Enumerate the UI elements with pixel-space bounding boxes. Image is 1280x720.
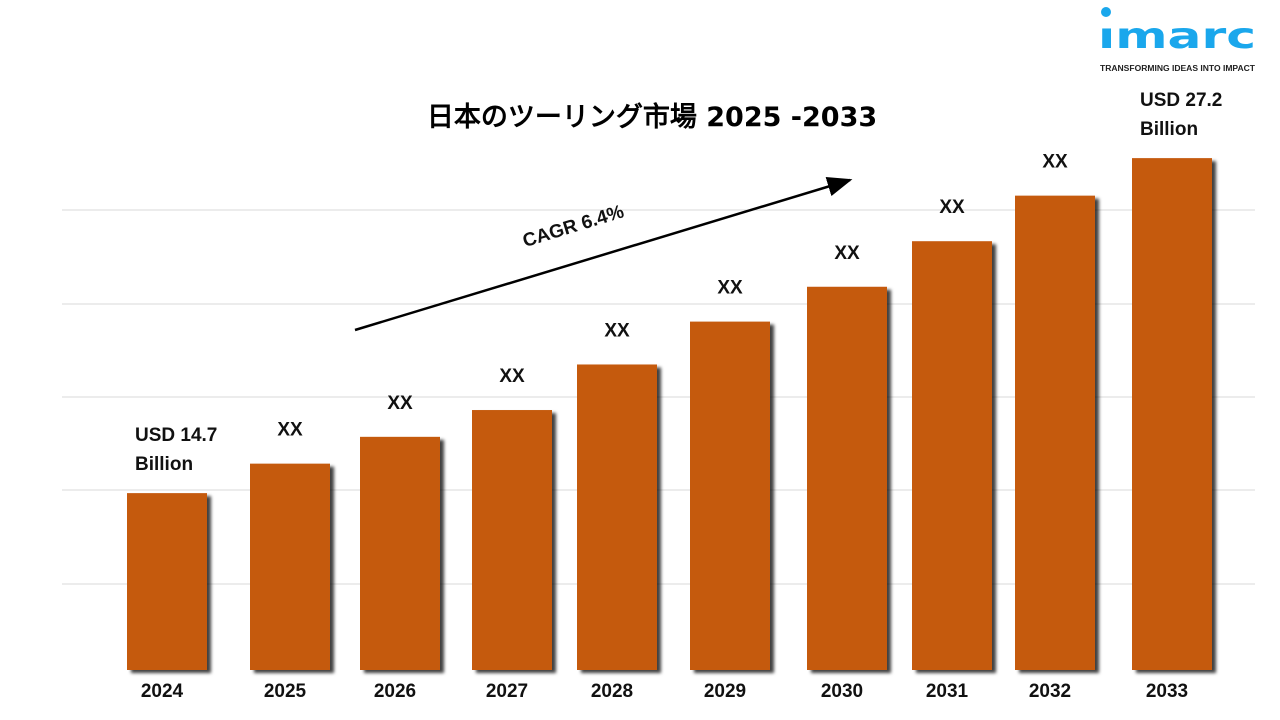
bar-2029 — [690, 321, 770, 670]
x-tick-label: 2027 — [486, 681, 528, 702]
x-tick-label: 2025 — [264, 681, 307, 702]
data-label: XX — [939, 197, 965, 218]
bar-2028 — [577, 364, 657, 670]
x-tick-label: 2033 — [1146, 681, 1188, 702]
data-label: Billion — [1140, 119, 1198, 140]
x-tick-label: 2028 — [591, 681, 633, 702]
data-label: XX — [277, 420, 303, 441]
x-tick-label: 2026 — [374, 681, 416, 702]
bar-2033 — [1132, 158, 1212, 670]
data-label: XX — [717, 278, 743, 299]
data-label: USD 27.2 — [1140, 90, 1222, 111]
cagr-annotation: CAGR 6.4% — [520, 201, 626, 252]
x-tick-label: 2032 — [1029, 681, 1071, 702]
data-label: XX — [499, 366, 525, 387]
bar-2031 — [912, 241, 992, 670]
bar-2032 — [1015, 195, 1095, 670]
imarc-logo: ımarc TRANSFORMING IDEAS INTO IMPACT — [1098, 7, 1256, 73]
bar-2025 — [250, 463, 330, 670]
bar-2027 — [472, 410, 552, 670]
logo-tagline: TRANSFORMING IDEAS INTO IMPACT — [1100, 64, 1255, 73]
bar-2024 — [127, 493, 207, 670]
svg-text:ımarc: ımarc — [1098, 16, 1256, 57]
x-tick-label: 2024 — [141, 681, 184, 702]
x-tick-label: 2031 — [926, 681, 969, 702]
data-label: XX — [604, 320, 630, 341]
x-tick-label: 2030 — [821, 681, 863, 702]
bar-2030 — [807, 286, 887, 670]
chart-title: 日本のツーリング市場 2025 -2033 — [427, 101, 877, 133]
data-label: XX — [834, 243, 860, 264]
data-label: Billion — [135, 454, 193, 475]
data-label: USD 14.7 — [135, 425, 217, 446]
bar-2026 — [360, 436, 440, 670]
growth-arrow — [354, 176, 853, 332]
x-tick-label: 2029 — [704, 681, 746, 702]
data-label: XX — [387, 393, 413, 414]
data-label: XX — [1042, 152, 1068, 173]
